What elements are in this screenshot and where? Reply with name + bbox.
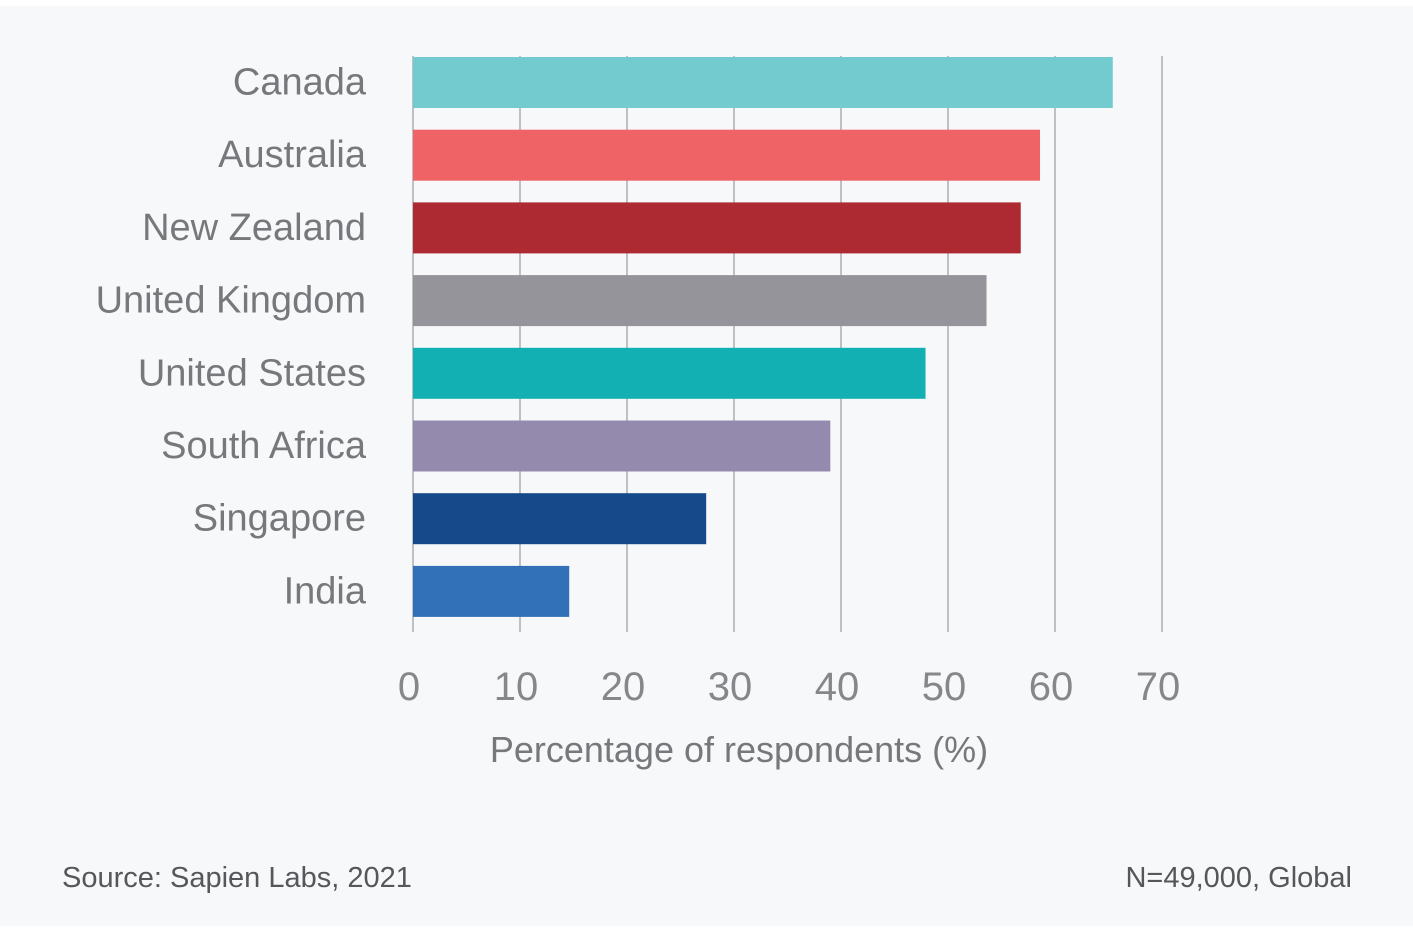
source-note: Source: Sapien Labs, 2021 [62, 862, 412, 894]
bars [413, 57, 1113, 617]
x-tick-label-10: 10 [494, 665, 539, 709]
x-tick-label-60: 60 [1029, 665, 1074, 709]
category-labels: Canada Australia New Zealand United Kingdom… [96, 62, 367, 613]
bar-south-africa [413, 420, 831, 472]
category-label-singapore: Singapore [193, 498, 366, 540]
category-label-new-zealand: New Zealand [142, 207, 366, 249]
bar-canada [413, 57, 1113, 108]
x-tick-label-20: 20 [601, 665, 646, 709]
bar-australia [413, 129, 1041, 181]
x-tick-labels: 0 10 20 30 40 50 60 70 [398, 665, 1180, 709]
x-tick-label-30: 30 [708, 665, 753, 709]
x-tick-label-0: 0 [398, 665, 420, 709]
category-label-united-kingdom: United Kingdom [96, 280, 366, 322]
x-axis-title: Percentage of respondents (%) [490, 729, 988, 770]
sample-size-note: N=49,000, Global [1125, 862, 1352, 894]
x-tick-label-50: 50 [922, 665, 967, 709]
category-label-india: India [284, 570, 367, 612]
x-tick-label-70: 70 [1136, 665, 1181, 709]
bar-united-kingdom [413, 275, 987, 327]
category-label-australia: Australia [218, 134, 367, 176]
category-label-south-africa: South Africa [161, 425, 367, 467]
bar-new-zealand [413, 202, 1021, 254]
bar-singapore [413, 493, 707, 545]
bar-india [413, 565, 570, 617]
bar-united-states [413, 347, 926, 399]
category-label-united-states: United States [138, 352, 366, 394]
x-tick-label-40: 40 [815, 665, 860, 709]
category-label-canada: Canada [233, 62, 367, 104]
